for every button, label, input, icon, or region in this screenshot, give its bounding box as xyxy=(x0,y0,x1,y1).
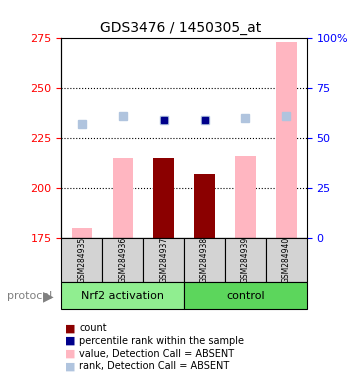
Bar xyxy=(153,158,174,238)
Text: GDS3476 / 1450305_at: GDS3476 / 1450305_at xyxy=(100,21,261,35)
Text: protocol: protocol xyxy=(7,291,52,301)
FancyBboxPatch shape xyxy=(143,238,184,282)
Text: count: count xyxy=(79,323,107,333)
Text: ■: ■ xyxy=(65,323,75,333)
FancyBboxPatch shape xyxy=(184,238,225,282)
Text: GSM284940: GSM284940 xyxy=(282,237,291,283)
Text: ▶: ▶ xyxy=(43,290,54,303)
Text: rank, Detection Call = ABSENT: rank, Detection Call = ABSENT xyxy=(79,361,230,371)
Text: Nrf2 activation: Nrf2 activation xyxy=(81,291,164,301)
Text: GSM284938: GSM284938 xyxy=(200,237,209,283)
Bar xyxy=(194,174,215,238)
Bar xyxy=(113,158,133,238)
Bar xyxy=(235,156,256,238)
Bar xyxy=(194,174,215,238)
Text: GSM284936: GSM284936 xyxy=(118,237,127,283)
Text: ■: ■ xyxy=(65,336,75,346)
Text: GSM284935: GSM284935 xyxy=(77,237,86,283)
FancyBboxPatch shape xyxy=(184,282,307,309)
Bar xyxy=(276,42,297,238)
Bar xyxy=(71,228,92,238)
Text: value, Detection Call = ABSENT: value, Detection Call = ABSENT xyxy=(79,349,235,359)
Text: percentile rank within the sample: percentile rank within the sample xyxy=(79,336,244,346)
Bar xyxy=(153,158,174,238)
Text: ■: ■ xyxy=(65,349,75,359)
Text: ■: ■ xyxy=(65,361,75,371)
FancyBboxPatch shape xyxy=(61,282,184,309)
FancyBboxPatch shape xyxy=(225,238,266,282)
Text: control: control xyxy=(226,291,265,301)
FancyBboxPatch shape xyxy=(266,238,307,282)
FancyBboxPatch shape xyxy=(102,238,143,282)
FancyBboxPatch shape xyxy=(61,238,102,282)
Text: GSM284937: GSM284937 xyxy=(159,237,168,283)
Text: GSM284939: GSM284939 xyxy=(241,237,250,283)
